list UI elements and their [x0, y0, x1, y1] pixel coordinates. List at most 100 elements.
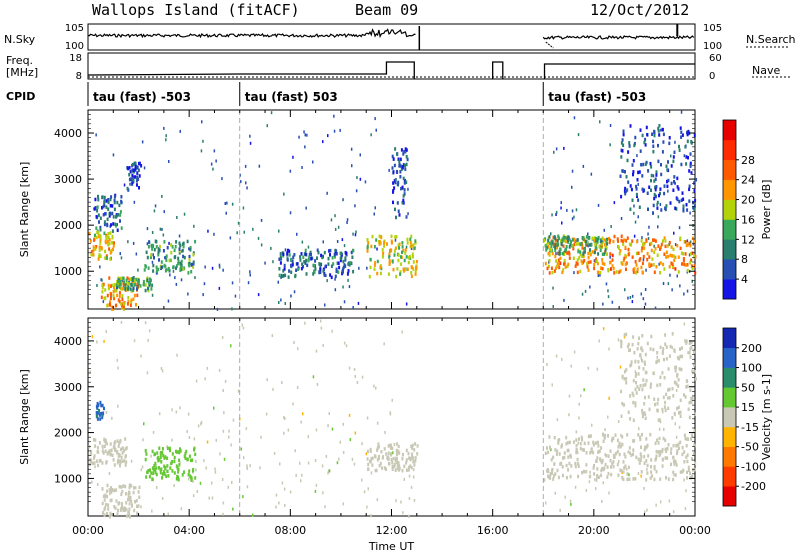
velocity-patch-cell: [568, 440, 571, 445]
velocity-echo: [604, 428, 606, 432]
velocity-patch-cell: [173, 471, 176, 475]
power-echo: [283, 192, 285, 196]
time-tick-label: 20:00: [578, 524, 610, 537]
velocity-echo: [623, 335, 626, 339]
power-patch-cell: [163, 240, 166, 244]
power-patch-cell: [625, 261, 628, 265]
velocity-patch-cell: [387, 444, 390, 448]
velocity-echo: [246, 467, 248, 470]
power-patch-cell: [109, 300, 112, 304]
power-echo: [356, 176, 358, 180]
velocity-patch-cell: [625, 377, 628, 381]
power-patch-cell: [400, 262, 403, 266]
power-echo: [679, 284, 681, 288]
power-patch-cell: [107, 232, 110, 236]
velocity-patch-cell: [96, 401, 99, 406]
power-patch-cell: [132, 168, 135, 172]
velocity-patch-cell: [590, 448, 593, 452]
velocity-echo: [175, 410, 178, 414]
velocity-patch-cell: [599, 457, 602, 461]
power-echo: [304, 145, 306, 149]
power-patch-cell: [565, 235, 568, 240]
time-tick-label: 04:00: [173, 524, 205, 537]
velocity-ytick-label: 1000: [54, 472, 82, 485]
velocity-patch-cell: [101, 415, 104, 420]
power-echo: [571, 169, 574, 173]
velocity-patch-cell: [621, 475, 624, 480]
velocity-patch-cell: [381, 466, 384, 470]
power-patch-cell: [651, 257, 654, 261]
power-patch-cell: [612, 239, 615, 244]
power-echo: [573, 271, 575, 275]
velocity-patch-cell: [664, 447, 667, 452]
power-patch-cell: [654, 246, 657, 251]
velocity-patch-cell: [156, 456, 159, 461]
power-patch-cell: [121, 305, 124, 310]
power-patch-cell: [105, 199, 108, 203]
power-patch-cell: [98, 255, 100, 259]
power-patch-cell: [635, 263, 638, 267]
velocity-patch-cell: [686, 453, 689, 457]
velocity-patch-cell: [687, 468, 690, 472]
power-echo: [135, 252, 138, 256]
velocity-patch-cell: [162, 470, 165, 474]
power-patch-cell: [387, 272, 390, 276]
power-patch-cell: [682, 258, 685, 263]
freq-label: Freq.: [6, 54, 34, 67]
velocity-patch-cell: [690, 396, 693, 401]
velocity-patch-cell: [602, 467, 605, 472]
power-patch-cell: [342, 270, 344, 274]
velocity-patch-cell: [638, 461, 641, 465]
velocity-patch-cell: [589, 451, 592, 455]
power-patch-cell: [650, 248, 653, 253]
power-echo: [561, 221, 563, 225]
power-echo: [642, 258, 645, 262]
velocity-echo: [607, 415, 609, 419]
velocity-patch-cell: [124, 508, 126, 512]
power-patch-cell: [597, 252, 600, 256]
velocity-echo: [214, 470, 217, 474]
velocity-patch-cell: [395, 452, 398, 457]
power-patch-cell: [111, 305, 114, 310]
velocity-echo: [578, 402, 580, 406]
power-patch-cell: [405, 162, 408, 167]
power-patch-cell: [604, 248, 607, 252]
power-echo: [553, 150, 555, 154]
power-echo: [264, 261, 266, 265]
velocity-patch-cell: [659, 477, 662, 481]
power-patch-cell: [397, 209, 400, 213]
power-patch-cell: [620, 141, 623, 145]
power-patch-cell: [646, 257, 649, 262]
power-patch-cell: [136, 293, 139, 298]
power-echo: [146, 242, 149, 246]
power-patch-cell: [686, 208, 689, 212]
velocity-patch-cell: [408, 456, 411, 460]
velocity-patch-cell: [409, 457, 412, 462]
power-echo: [343, 300, 346, 304]
power-patch-cell: [599, 266, 602, 270]
velocity-echo: [568, 394, 571, 398]
velocity-echo: [187, 412, 190, 416]
velocity-patch-cell: [663, 405, 666, 409]
velocity-patch-cell: [641, 334, 644, 338]
power-colorbar-cell: [723, 159, 736, 180]
power-patch-cell: [112, 244, 115, 248]
velocity-patch-cell: [566, 440, 569, 445]
velocity-patch-cell: [634, 403, 637, 408]
power-patch-cell: [588, 250, 591, 255]
velocity-patch-cell: [154, 461, 157, 466]
velocity-patch-cell: [121, 459, 124, 463]
power-echo: [120, 256, 123, 260]
velocity-patch-cell: [407, 451, 410, 456]
power-patch-cell: [403, 178, 406, 183]
power-patch-cell: [681, 133, 684, 137]
power-echo: [686, 289, 689, 293]
power-patch-cell: [659, 187, 662, 191]
power-patch-cell: [650, 263, 653, 267]
velocity-ylabel: Slant Range [km]: [18, 369, 31, 465]
velocity-patch-cell: [689, 471, 692, 476]
cpid-segment-label: tau (fast) -503: [93, 90, 191, 104]
velocity-patch-cell: [395, 448, 398, 453]
freq-tick-top: 18: [69, 53, 82, 64]
velocity-echo: [143, 422, 145, 426]
